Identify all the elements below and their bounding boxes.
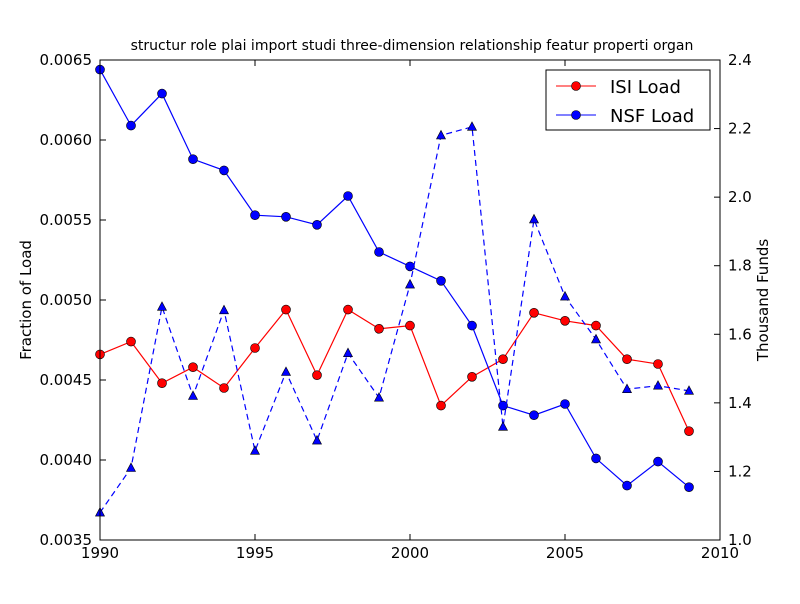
data-point-nsf-load	[188, 154, 198, 164]
y-tick-label-right: 2.4	[728, 51, 752, 69]
y-tick-label-right: 1.6	[728, 325, 752, 343]
x-tick-label: 2000	[391, 544, 429, 562]
x-tick-label: 2005	[546, 544, 584, 562]
data-point-nsf-load	[591, 453, 601, 464]
data-point-thousand-funds	[281, 366, 291, 376]
data-point-thousand-funds	[436, 129, 446, 140]
data-point-isi-load	[188, 362, 198, 373]
data-point-isi-load	[467, 371, 477, 382]
data-point-isi-load	[591, 320, 601, 331]
y-tick-label-right: 1.4	[728, 394, 752, 412]
data-point-nsf-load	[343, 191, 353, 201]
data-point-thousand-funds	[126, 462, 136, 472]
data-point-nsf-load	[684, 482, 694, 493]
legend-label-nsf: NSF Load	[610, 106, 694, 127]
data-point-isi-load	[436, 400, 446, 411]
y-tick-label: 0.0035	[40, 531, 93, 549]
data-point-nsf-load	[126, 120, 136, 131]
series-line-thousand-funds	[99, 126, 690, 513]
y-tick-label-right: 2.2	[728, 120, 752, 138]
data-point-nsf-load	[467, 320, 477, 331]
data-point-thousand-funds	[343, 347, 353, 357]
data-point-isi-load	[343, 304, 353, 315]
x-tick-label: 2010	[701, 544, 739, 562]
data-point-isi-load	[219, 383, 229, 393]
y-tick-label: 0.0060	[40, 131, 93, 149]
series-line-isi-load	[99, 308, 690, 432]
data-point-isi-load	[622, 354, 632, 365]
data-point-isi-load	[281, 304, 291, 315]
x-tick-label: 1990	[81, 544, 119, 562]
y-tick-label-right: 1.8	[728, 257, 752, 275]
data-point-thousand-funds	[529, 213, 539, 224]
y-tick-label-right: 2.0	[728, 188, 752, 206]
data-point-nsf-load	[436, 275, 446, 286]
x-tick-label: 1995	[236, 544, 274, 562]
data-point-isi-load	[560, 315, 570, 326]
data-point-nsf-load	[560, 399, 570, 409]
data-point-nsf-load	[529, 410, 539, 421]
data-point-thousand-funds	[684, 385, 694, 395]
data-point-isi-load	[312, 370, 322, 381]
data-point-isi-load	[250, 343, 260, 353]
data-point-thousand-funds	[467, 121, 477, 131]
data-point-thousand-funds	[405, 278, 415, 289]
data-point-isi-load	[126, 336, 136, 347]
data-point-thousand-funds	[560, 290, 570, 301]
data-point-thousand-funds	[188, 390, 198, 400]
y-tick-label: 0.0045	[40, 371, 93, 389]
data-point-isi-load	[684, 426, 694, 437]
data-point-thousand-funds	[591, 333, 601, 344]
data-point-nsf-load	[405, 261, 415, 272]
y-tick-label: 0.0055	[40, 211, 93, 229]
y-tick-label-right: 1.0	[728, 531, 752, 549]
data-point-isi-load	[653, 359, 663, 369]
data-point-nsf-load	[250, 210, 260, 220]
legend-marker-isi	[571, 81, 581, 91]
y-tick-label: 0.0050	[40, 291, 93, 309]
y-tick-label: 0.0040	[40, 451, 93, 469]
y-tick-label-right: 1.2	[728, 462, 752, 480]
data-point-nsf-load	[312, 220, 322, 230]
data-point-nsf-load	[219, 165, 229, 176]
y-axis-label-right: Thousand Funds	[754, 239, 772, 362]
series-line-nsf-load	[99, 69, 690, 488]
legend-box	[545, 69, 711, 131]
data-point-thousand-funds	[157, 301, 167, 311]
data-point-nsf-load	[653, 456, 663, 467]
data-point-thousand-funds	[622, 383, 632, 393]
data-point-isi-load	[405, 320, 415, 331]
data-point-thousand-funds	[219, 304, 229, 315]
data-point-thousand-funds	[498, 421, 508, 431]
data-point-isi-load	[498, 354, 508, 365]
data-point-isi-load	[529, 307, 539, 318]
legend-marker-nsf	[571, 110, 581, 120]
data-point-thousand-funds	[653, 380, 663, 390]
data-point-thousand-funds	[374, 392, 384, 402]
data-point-nsf-load	[157, 88, 167, 99]
chart-title: structur role plai import studi three-di…	[131, 38, 694, 54]
plot-area	[95, 64, 694, 517]
data-point-thousand-funds	[312, 434, 322, 445]
data-point-nsf-load	[622, 480, 632, 491]
y-tick-label: 0.0065	[40, 51, 93, 69]
data-point-nsf-load	[374, 247, 384, 257]
data-point-thousand-funds	[250, 445, 260, 455]
data-point-isi-load	[374, 323, 384, 334]
legend-label-isi: ISI Load	[610, 77, 681, 98]
data-point-isi-load	[157, 378, 167, 389]
legend: ISI Load NSF Load	[545, 69, 711, 131]
data-point-nsf-load	[281, 212, 291, 222]
y-axis-label: Fraction of Load	[17, 240, 35, 360]
